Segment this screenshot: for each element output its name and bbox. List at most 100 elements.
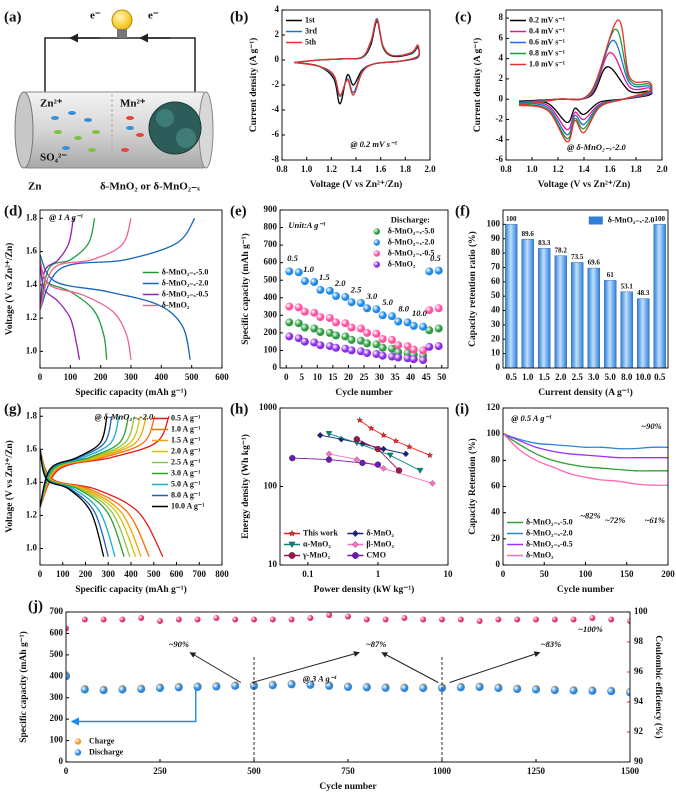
x-tick-label: 800: [215, 569, 229, 579]
legend-label: δ-MnO₂₋ₓ-0.5: [526, 539, 573, 548]
data-point: [288, 616, 295, 623]
legend-label: 2.0 A g⁻¹: [171, 446, 201, 455]
y-tick-label: 70: [491, 262, 501, 272]
data-point: [100, 616, 107, 623]
plot-frame: [502, 407, 669, 566]
arrow: [449, 651, 541, 683]
data-point: [588, 686, 597, 695]
bar: [571, 262, 584, 368]
data-point: [347, 335, 356, 344]
series-line: [503, 433, 668, 472]
data-point: [476, 618, 483, 624]
series-line: [40, 416, 170, 558]
data-point: [285, 267, 294, 276]
chart: (e) 0 100 200 300 400 500 600 700 800 900 0 5 10 15 20 2…: [230, 203, 449, 398]
y-tick-label: 100: [487, 428, 501, 438]
data-point: [425, 342, 434, 351]
x-axis-label: Current density (A g⁻¹): [538, 387, 633, 398]
chart: (h) 10 100 1000 0.1 1 10 Power density (kW kg⁻¹…: [230, 401, 453, 595]
x-tick-label: 500: [185, 372, 199, 382]
legend-label: δ-MnO₂: [526, 550, 554, 559]
y-tick-label: -6: [272, 129, 280, 139]
y-tick-label: 40: [491, 305, 501, 315]
y-axis-label: Specific capacity (mAh g⁻¹): [240, 233, 251, 345]
y-tick-label: 1.6: [26, 246, 38, 256]
y-tick-label: 700: [264, 239, 278, 249]
legend-label: 1.0 mV s⁻¹: [529, 59, 566, 68]
x-axis-label: Specific capacity (mAh g⁻¹): [75, 387, 187, 398]
legend-label: δ-MnO₂: [388, 259, 416, 268]
y-axis-label: Voltage (V vs Zn²⁺/Zn): [4, 243, 15, 336]
data-point: [425, 306, 434, 315]
y-tick-label: 0: [496, 559, 501, 569]
series-line: [518, 66, 653, 124]
annotation: 3.0: [366, 291, 378, 301]
x-tick-label: 600: [215, 372, 229, 382]
data-point: [294, 334, 303, 343]
x-tick-label: 250: [153, 766, 167, 776]
panel-label: (h): [230, 401, 248, 417]
data-point: [378, 311, 387, 320]
data-point: [388, 335, 396, 344]
x-tick-label: 2.0: [555, 372, 567, 382]
x-tick-label: 1.2: [552, 164, 564, 174]
x-tick-label: 50: [437, 372, 447, 382]
y-tick-label: 400: [50, 670, 64, 680]
y-tick-label: 50: [491, 290, 501, 300]
bar: [538, 248, 551, 368]
series-line: [518, 19, 653, 143]
data-point: [394, 341, 403, 350]
x-axis-label: Power density (kW kg⁻¹): [314, 584, 415, 595]
annotation: 2.0: [334, 278, 346, 288]
value-label: 100: [506, 215, 517, 223]
data-point: [403, 354, 412, 363]
x-tick-label: 30: [375, 372, 385, 382]
data-point: [300, 277, 309, 286]
y-tick-label: 0: [273, 362, 278, 372]
data-point: [325, 286, 334, 295]
annotation: @ 1 A g⁻¹: [49, 212, 83, 222]
data-point: [250, 681, 258, 690]
x-tick-label: 1.0: [301, 164, 313, 174]
y-tick-label: 600: [264, 257, 278, 267]
y-axis-label: Capacity retention ratio (%): [467, 231, 478, 347]
data-point: [289, 454, 296, 462]
data-point: [285, 318, 294, 327]
series-line: [292, 457, 378, 466]
x-tick-label: 300: [124, 372, 138, 382]
x-tick-label: 750: [341, 766, 355, 776]
data-point: [378, 343, 387, 352]
y-tick-label: 120: [487, 402, 501, 412]
y2-tick-label: 90: [634, 756, 644, 766]
x-tick-label: 2.0: [656, 164, 668, 174]
y2-tick-label: 98: [634, 636, 644, 646]
data-point: [325, 431, 333, 438]
y2-axis-label: Coulombic efficiency (%): [653, 635, 664, 738]
data-point: [457, 616, 464, 623]
data-point: [439, 616, 445, 623]
x-tick-label: 1: [376, 569, 381, 579]
legend-label: α-MnO₂: [303, 539, 331, 548]
y-tick-label: 20: [491, 533, 501, 543]
data-point: [416, 467, 424, 474]
data-point: [403, 342, 412, 351]
data-point: [194, 616, 201, 623]
x-tick-label: 700: [193, 569, 207, 579]
data-point: [118, 685, 127, 694]
panel-label: (b): [230, 9, 248, 25]
data-point: [551, 616, 558, 623]
x-tick-label: 0.8: [276, 164, 288, 174]
bar: [620, 291, 633, 368]
data-point: [325, 681, 334, 690]
data-point: [626, 688, 630, 697]
x-tick-label: 1.0: [522, 372, 534, 382]
x-tick-label: 200: [79, 569, 93, 579]
data-point: [157, 618, 163, 624]
legend-label: 0.4 mV s⁻¹: [529, 26, 566, 35]
data-point: [325, 342, 334, 351]
x-axis-label: Specific capacity (mAh g⁻¹): [75, 584, 187, 595]
annotation: @ δ-MnO₂₋ₓ-2.0: [567, 142, 626, 152]
plot-area: [503, 433, 668, 486]
data-point: [325, 328, 334, 337]
